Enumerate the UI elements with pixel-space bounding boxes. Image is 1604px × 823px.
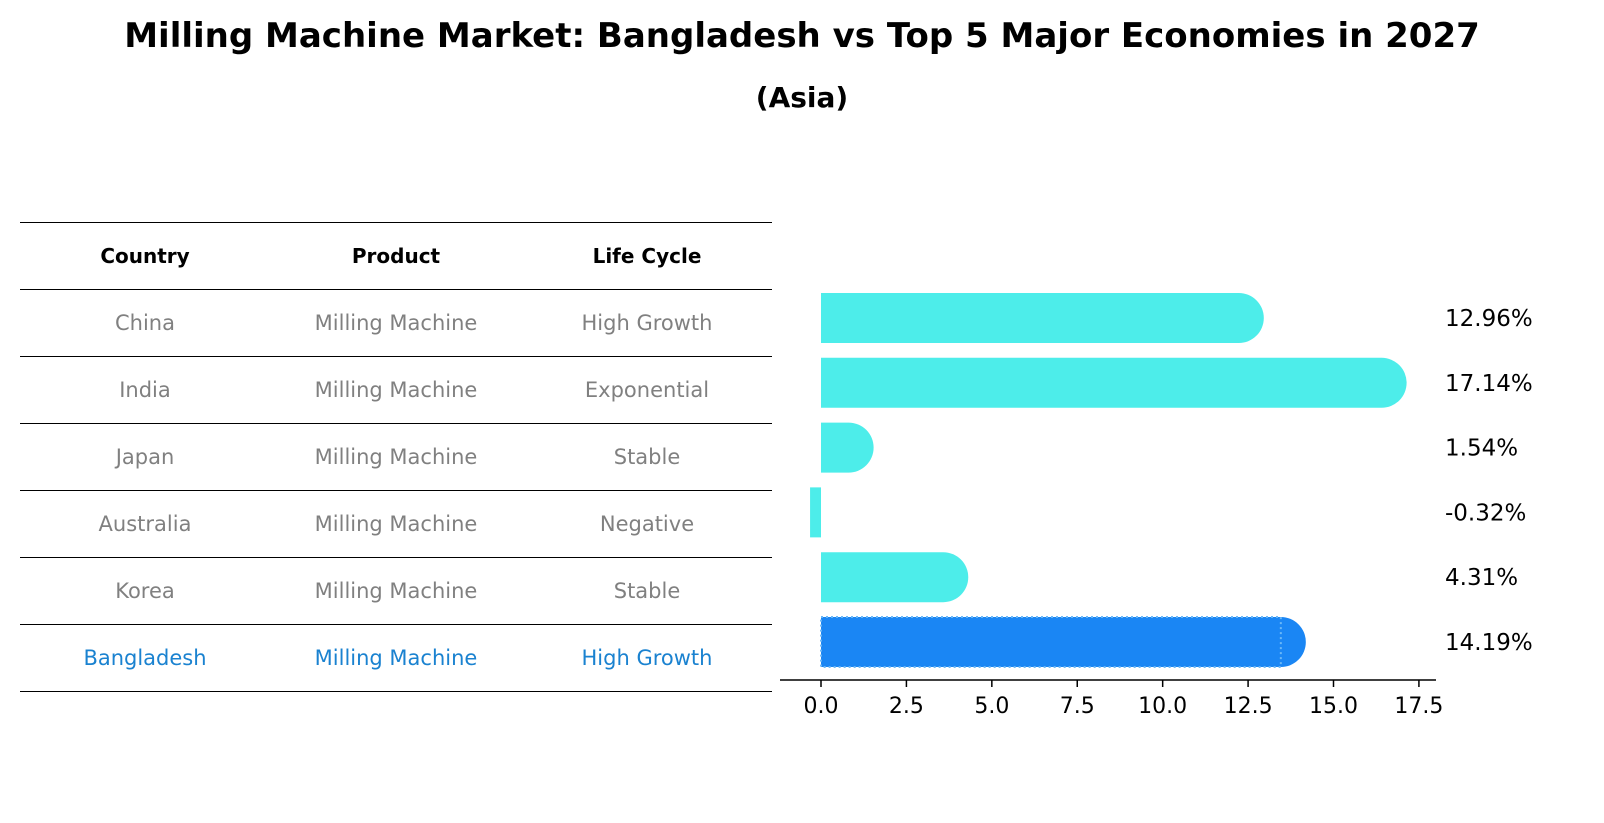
value-label: 14.19% [1445,630,1533,656]
data-table: Country Product Life Cycle China Milling… [20,222,772,692]
x-tick-label: 17.5 [1394,694,1443,719]
bar [821,293,1264,343]
x-tick-label: 10.0 [1138,694,1187,719]
cell-country: Korea [115,579,175,603]
bar [821,552,969,603]
cell-country: Japan [115,445,175,469]
x-tick-label: 15.0 [1309,694,1358,719]
header-product: Product [351,244,441,268]
table-row: Australia Milling Machine Negative [20,491,772,558]
x-tick-label: 12.5 [1224,694,1273,719]
bar-highlight [821,617,1306,667]
cell-country: China [115,311,175,335]
bar-chart: 12.96% 17.14% 1.54% -0.32% 4.31% 14.19% 0.0 2.5… [780,293,1533,719]
cell-life-cycle: High Growth [581,311,713,335]
table-row: Korea Milling Machine Stable [20,558,772,625]
header-country: Country [100,244,190,268]
chart-title: Milling Machine Market: Bangladesh vs To… [124,16,1480,56]
cell-life-cycle: High Growth [581,646,713,670]
x-tick-label: 0.0 [804,694,839,719]
x-tick-label: 5.0 [974,694,1009,719]
bar [821,422,874,473]
value-label: 1.54% [1445,436,1518,462]
header-life-cycle: Life Cycle [592,244,702,268]
cell-life-cycle: Stable [613,579,681,603]
x-tick-label: 7.5 [1060,694,1095,719]
cell-product: Milling Machine [314,378,478,402]
table-row: Japan Milling Machine Stable [20,424,772,491]
table-row: China Milling Machine High Growth [20,290,772,357]
cell-product: Milling Machine [314,311,478,335]
value-label: 17.14% [1445,371,1533,397]
bar [821,357,1407,408]
cell-country: Bangladesh [83,646,207,670]
table-header-row: Country Product Life Cycle [20,222,772,290]
value-label: 12.96% [1445,306,1533,332]
value-label: -0.32% [1445,500,1526,526]
cell-country: Australia [98,512,192,536]
cell-life-cycle: Negative [599,512,695,536]
cell-life-cycle: Exponential [584,378,710,402]
value-label: 4.31% [1445,565,1518,591]
cell-product: Milling Machine [314,512,478,536]
table-row: India Milling Machine Exponential [20,357,772,424]
cell-product: Milling Machine [314,579,478,603]
chart-subtitle: (Asia) [755,81,849,114]
bar [810,487,821,538]
cell-product: Milling Machine [314,445,478,469]
cell-product: Milling Machine [314,646,478,670]
cell-country: India [119,378,171,402]
table-row-highlight: Bangladesh Milling Machine High Growth [20,625,772,692]
cell-life-cycle: Stable [613,445,681,469]
x-tick-label: 2.5 [889,694,924,719]
